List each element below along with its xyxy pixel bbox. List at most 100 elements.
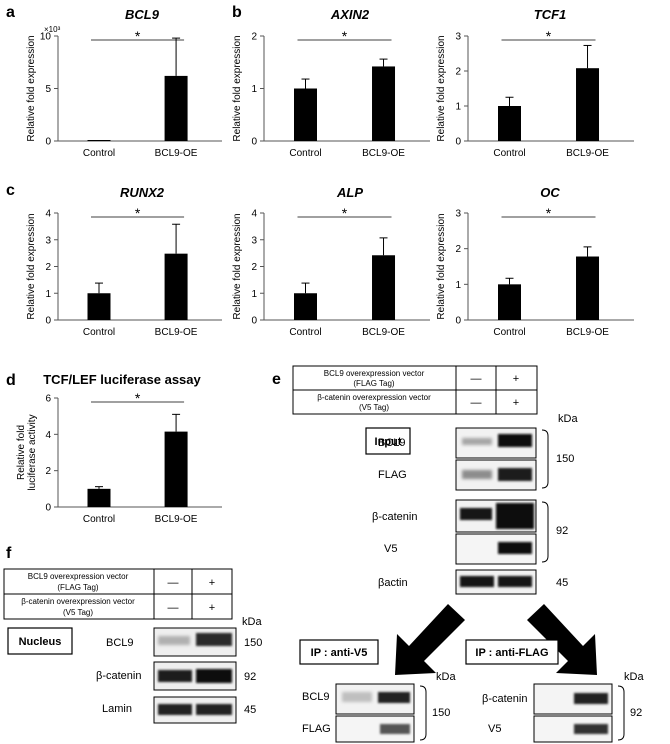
chart-5-title: OC <box>540 185 560 200</box>
chart-2-ytick-label: 1 <box>455 102 461 113</box>
chart-5-ylabel: Relative fold expression <box>436 213 447 319</box>
chart-4-bar-control <box>294 293 317 320</box>
chart-0-exponent-label: ×10³ <box>44 25 61 34</box>
chart-2-significance-star: * <box>546 28 552 44</box>
chart-4-ytick-label: 3 <box>251 235 257 246</box>
marker-e-150: 150 <box>556 453 574 465</box>
ip-flag-box-label: IP : anti-FLAG <box>475 647 548 659</box>
chart-6-ylabel-line: Relative fold <box>16 425 27 480</box>
chart-6-title: TCF/LEF luciferase assay <box>43 372 201 387</box>
chart-3-category-label: Control <box>83 327 115 338</box>
blot-e-label-bcatenin: β-catenin <box>372 511 417 523</box>
ip-v5-box-label: IP : anti-V5 <box>311 647 368 659</box>
chart-3-ytick-label: 2 <box>45 262 51 273</box>
panel-label-a: a <box>6 4 15 21</box>
chart-0-category-label: BCL9-OE <box>155 148 198 159</box>
chart-3-ytick-label: 4 <box>45 209 51 220</box>
blot-e-label-bcl9: BCL9 <box>378 437 406 449</box>
kda-label-ip-v5: kDa <box>436 671 456 683</box>
ip-v5-label-bcl9: BCL9 <box>302 691 330 703</box>
chart-2-title: TCF1 <box>534 7 567 22</box>
chart-6-ylabel-line: luciferase activity <box>27 414 38 490</box>
chart-1-ylabel: Relative fold expression <box>232 35 243 141</box>
chart-3-bar-bcl9-oe <box>164 253 188 320</box>
chart-2-category-label: BCL9-OE <box>566 148 609 159</box>
western-blot-nucleus: kDa Nucleus BCL9 150 β-catenin 92 Lamin … <box>7 616 262 724</box>
arrow-to-ip-flag <box>527 604 597 675</box>
chart-3-bar-control <box>87 293 111 320</box>
blot-f-label-lamin: Lamin <box>102 703 132 715</box>
chart-2-ytick-label: 3 <box>455 32 461 43</box>
chart-0-significance-star: * <box>135 28 141 44</box>
chart-4-ytick-label: 4 <box>251 209 257 220</box>
chart-5-significance-star: * <box>546 205 552 221</box>
marker-ip-flag-92: 92 <box>630 707 642 719</box>
chart-2-ytick-label: 0 <box>455 137 461 148</box>
chart-0-ytick-label: 5 <box>45 84 51 95</box>
chart-3-ytick-label: 0 <box>45 316 51 327</box>
western-blot-ip-flag: IP : anti-FLAG kDa β-catenin V5 92 <box>465 639 644 743</box>
chart-tcf1: TCF1 0 1 2 3 Relative fold expression Control B… <box>436 7 634 159</box>
table-f-row1-lane1: — <box>168 577 179 589</box>
chart-6-ytick-label: 0 <box>45 503 51 514</box>
chart-2-ylabel: Relative fold expression <box>436 35 447 141</box>
kda-label-e: kDa <box>558 413 578 425</box>
panel-label-f: f <box>6 545 12 562</box>
chart-4-significance-star: * <box>342 205 348 221</box>
chart-2-category-label: Control <box>493 148 525 159</box>
panel-label-c: c <box>6 182 15 199</box>
chart-2-bar-control <box>498 106 521 141</box>
chart-4-ytick-label: 1 <box>251 289 257 300</box>
table-e-row2-line2: (V5 Tag) <box>359 403 389 412</box>
blot-e-label-bactin: βactin <box>378 577 408 589</box>
chart-4-ytick-label: 0 <box>251 316 257 327</box>
chart-5-category-label: BCL9-OE <box>566 327 609 338</box>
arrow-to-ip-v5 <box>395 604 465 675</box>
chart-1-ytick-label: 1 <box>251 84 257 95</box>
conditions-table-e: BCL9 overexpression vector (FLAG Tag) β-… <box>292 365 538 415</box>
chart-1-bar-control <box>294 88 317 141</box>
chart-3-ytick-label: 3 <box>45 235 51 246</box>
table-e-row1-line2: (FLAG Tag) <box>353 379 395 388</box>
chart-1-bar-bcl9-oe <box>372 66 396 141</box>
chart-4-ytick-label: 2 <box>251 262 257 273</box>
chart-6-bar-bcl9-oe <box>164 431 188 507</box>
chart-5-ytick-label: 1 <box>455 280 461 291</box>
chart-6-ytick-label: 6 <box>45 394 51 405</box>
ip-flag-label-v5: V5 <box>488 723 501 735</box>
chart-4-category-label: Control <box>289 327 321 338</box>
chart-3-ytick-label: 1 <box>45 289 51 300</box>
ip-flag-label-bcatenin: β-catenin <box>482 693 527 705</box>
chart-1-category-label: BCL9-OE <box>362 148 405 159</box>
table-f-row2-line1: β-catenin overexpression vector <box>21 597 135 606</box>
table-f-row2-lane2: + <box>209 602 215 614</box>
conditions-table-f: BCL9 overexpression vector (FLAG Tag) β-… <box>3 568 233 620</box>
blot-e-label-v5: V5 <box>384 543 397 555</box>
chart-0-ytick-label: 10 <box>40 32 52 43</box>
table-f-row1-line1: BCL9 overexpression vector <box>28 572 129 581</box>
blot-f-marker-45: 45 <box>244 704 256 716</box>
chart-1-ytick-label: 0 <box>251 137 257 148</box>
chart-1-title: AXIN2 <box>330 7 370 22</box>
chart-5-bar-control <box>498 284 521 320</box>
nucleus-box-label: Nucleus <box>19 636 62 648</box>
table-e-row1-lane2: + <box>513 373 519 385</box>
chart-5-ytick-label: 3 <box>455 209 461 220</box>
table-f-row2-lane1: — <box>168 602 179 614</box>
chart-oc: OC 0 1 2 3 Relative fold expression Control BCL… <box>436 185 634 338</box>
blot-f-label-bcatenin: β-catenin <box>96 670 141 682</box>
chart-4-title: ALP <box>336 185 363 200</box>
table-e-row1-line1: BCL9 overexpression vector <box>324 369 425 378</box>
chart-4-ylabel: Relative fold expression <box>232 213 243 319</box>
blot-e-label-flag: FLAG <box>378 469 407 481</box>
chart-0-ylabel: Relative fold expression <box>26 35 37 141</box>
chart-1-significance-star: * <box>342 28 348 44</box>
marker-e-45: 45 <box>556 577 568 589</box>
chart-5-ytick-label: 2 <box>455 244 461 255</box>
chart-6-ytick-label: 2 <box>45 466 51 477</box>
western-blot-ip-v5: IP : anti-V5 kDa BCL9 FLAG 150 <box>299 639 456 743</box>
western-blot-input: kDa Input BCL9 FLAG 150 β-catenin V5 92 … <box>365 413 578 595</box>
blot-f-marker-150: 150 <box>244 637 262 649</box>
blot-f-label-bcl9: BCL9 <box>106 637 134 649</box>
chart-1-ytick-label: 2 <box>251 32 257 43</box>
